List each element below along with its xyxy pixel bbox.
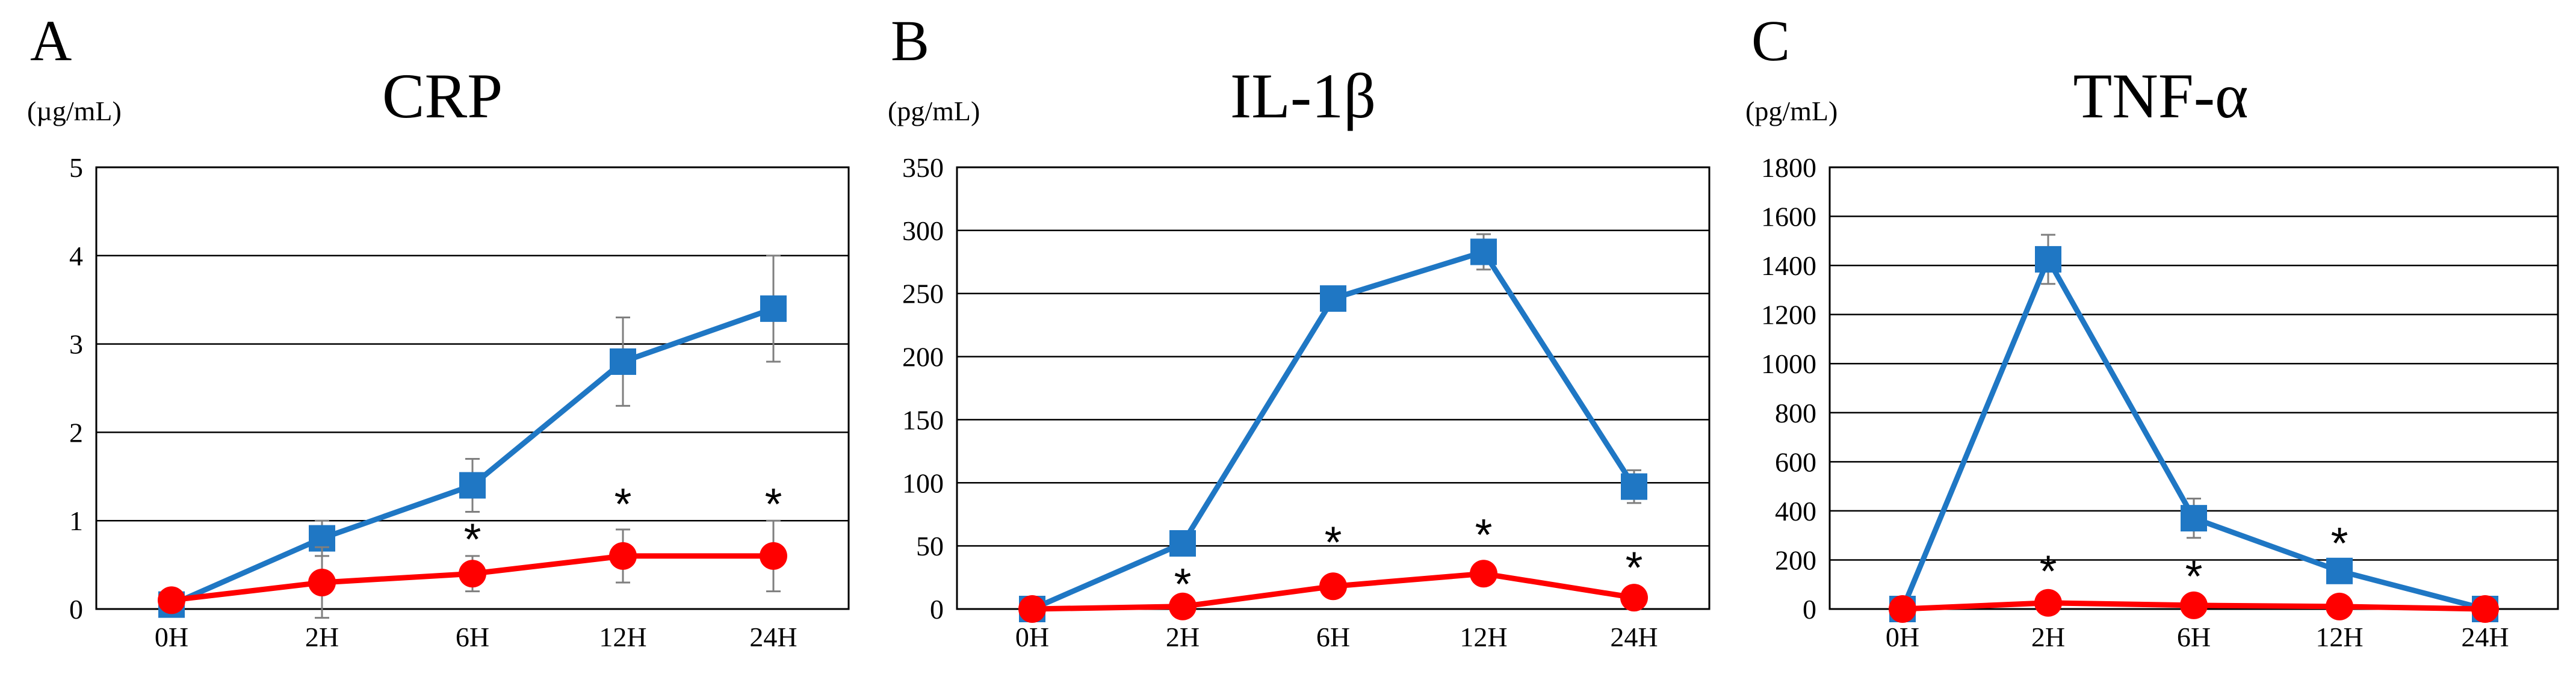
significance-marker: *	[2040, 546, 2057, 596]
panel-c: C TNF-α (pg/mL) 0 200 400 600 800 1000 1200 140…	[1721, 0, 2576, 674]
significance-marker: *	[1475, 510, 1493, 560]
y-tick-label: 0	[930, 594, 944, 625]
y-tick-label: 0	[1803, 594, 1816, 625]
data-point-square	[1320, 285, 1346, 312]
y-tick-label: 200	[1775, 545, 1816, 575]
series-circle	[1018, 560, 1648, 623]
x-tick-label: 24H	[1610, 622, 1658, 652]
significance-marker: *	[1174, 559, 1192, 609]
significance-marker: *	[1626, 543, 1643, 593]
y-tick-label: 1200	[1761, 300, 1816, 330]
significance-marker: *	[464, 515, 481, 564]
data-point-circle	[760, 542, 787, 570]
y-tick-label: 4	[69, 241, 83, 271]
data-point-circle	[1620, 584, 1648, 612]
y-tick-label: 350	[902, 152, 944, 183]
panel-label: B	[891, 8, 929, 73]
plot-area: 0 200 400 600 800 1000 1200 1400 1600 1800 0H 2H 6H 1…	[1761, 152, 2559, 652]
y-tick-label: 100	[902, 468, 944, 498]
plot-area: 0 1 2 3 4 5 0H 2H 6H 12H 24H * * *	[69, 152, 850, 652]
data-point-circle	[308, 568, 336, 596]
x-tick-label: 2H	[2031, 622, 2065, 652]
data-point-circle	[1470, 560, 1497, 588]
chart-title: TNF-α	[2073, 61, 2248, 131]
x-tick-label: 24H	[749, 622, 797, 652]
panel-a: A CRP (µg/mL) 0 1 2 3 4 5 0H 2H 6H 12H 24H * * *	[0, 0, 861, 674]
data-point-square	[1470, 238, 1497, 265]
y-tick-label: 2	[69, 417, 83, 448]
y-tick-label: 1	[69, 506, 83, 536]
data-point-square	[459, 472, 486, 499]
data-point-square	[760, 295, 787, 322]
y-tick-label: 50	[916, 531, 944, 561]
data-point-circle	[1319, 572, 1347, 601]
y-tick-label: 200	[902, 342, 944, 373]
y-tick-label: 5	[69, 152, 83, 183]
y-tick-label: 3	[69, 329, 83, 360]
data-point-circle	[1889, 595, 1916, 623]
significance-marker: *	[1325, 518, 1342, 567]
data-point-circle	[609, 542, 637, 570]
data-point-square	[2326, 557, 2353, 584]
data-point-square	[1621, 473, 1647, 500]
chart-title: CRP	[382, 61, 503, 131]
significance-marker: *	[2185, 551, 2203, 601]
data-point-circle	[2326, 592, 2353, 620]
y-tick-label: 600	[1775, 447, 1816, 477]
data-point-square	[1169, 530, 1196, 557]
data-point-square	[2035, 246, 2061, 273]
data-point-circle	[459, 560, 486, 588]
plot-frame	[1828, 166, 2559, 610]
y-tick-label: 400	[1775, 496, 1816, 527]
x-tick-label: 0H	[155, 622, 188, 652]
x-tick-label: 6H	[2177, 622, 2211, 652]
x-tick-label: 12H	[599, 622, 646, 652]
significance-marker: *	[615, 479, 632, 529]
y-axis-unit: (pg/mL)	[1745, 96, 1838, 126]
plot-area: 0 50 100 150 200 250 300 350 0H 2H 6H 12H 24H * * * *	[902, 152, 1711, 652]
plot-frame	[956, 166, 1711, 610]
x-tick-label: 6H	[1316, 622, 1350, 652]
y-axis-unit: (pg/mL)	[888, 96, 980, 126]
y-tick-label: 0	[69, 594, 83, 625]
data-point-circle	[1018, 595, 1046, 623]
y-tick-label: 1000	[1761, 348, 1816, 379]
y-tick-label: 300	[902, 215, 944, 246]
significance-marker: *	[2331, 518, 2348, 568]
data-point-circle	[1169, 592, 1197, 620]
panel-b: B IL-1β (pg/mL) 0 50 100 150 200 250 300 350 0H 2…	[861, 0, 1721, 674]
data-point-circle	[2034, 589, 2062, 617]
data-point-circle	[2471, 595, 2499, 623]
x-tick-label: 0H	[1886, 622, 1919, 652]
y-tick-label: 150	[902, 404, 944, 435]
x-tick-label: 2H	[305, 622, 339, 652]
y-tick-label: 250	[902, 279, 944, 309]
x-tick-label: 24H	[2461, 622, 2509, 652]
data-point-circle	[2180, 591, 2208, 619]
panel-label: A	[30, 8, 72, 73]
plot-frame	[95, 166, 850, 610]
y-tick-label: 800	[1775, 398, 1816, 428]
chart-tnfa: C TNF-α (pg/mL) 0 200 400 600 800 1000 1200 140…	[1745, 8, 2559, 652]
series-circle	[1889, 589, 2499, 623]
chart-title: IL-1β	[1230, 61, 1376, 131]
x-tick-label: 6H	[456, 622, 489, 652]
y-tick-label: 1400	[1761, 250, 1816, 281]
data-point-circle	[158, 586, 185, 614]
y-tick-label: 1600	[1761, 202, 1816, 232]
data-point-square	[2181, 505, 2207, 532]
x-tick-label: 12H	[1460, 622, 1507, 652]
y-tick-label: 1800	[1761, 152, 1816, 183]
significance-marker: *	[765, 479, 782, 529]
data-point-square	[610, 348, 636, 375]
chart-il1b: B IL-1β (pg/mL) 0 50 100 150 200 250 300 350 0H 2…	[888, 8, 1711, 652]
y-axis-unit: (µg/mL)	[27, 96, 122, 126]
chart-crp: A CRP (µg/mL) 0 1 2 3 4 5 0H 2H 6H 12H 24H * * *	[27, 8, 850, 652]
x-tick-label: 12H	[2315, 622, 2363, 652]
x-tick-label: 2H	[1166, 622, 1200, 652]
x-tick-label: 0H	[1015, 622, 1049, 652]
panel-label: C	[1751, 8, 1790, 73]
series-circle	[158, 519, 787, 619]
